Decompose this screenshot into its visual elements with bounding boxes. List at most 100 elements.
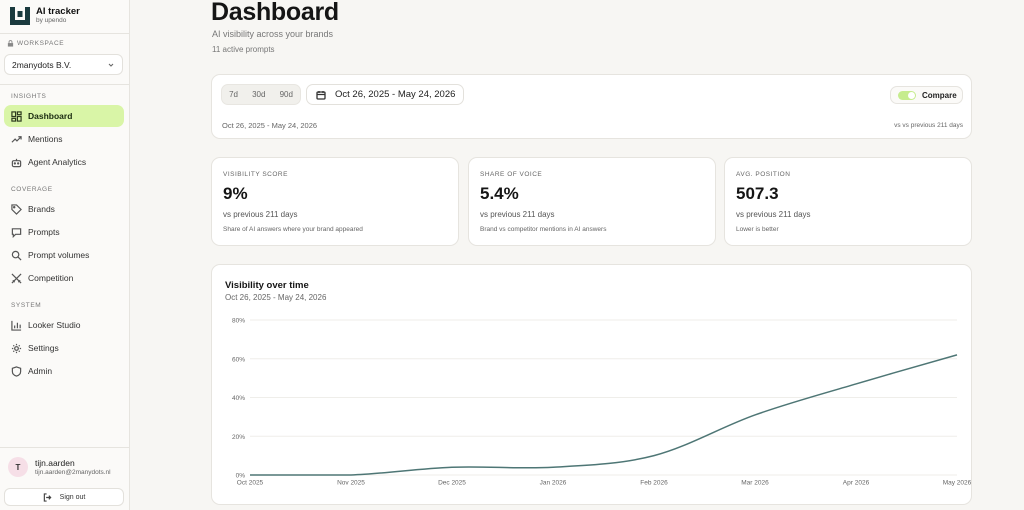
sidebar-item-label: Looker Studio: [28, 320, 81, 330]
sidebar-item-label: Prompts: [28, 227, 60, 237]
toggle-switch[interactable]: [898, 90, 916, 100]
x-tick-label: Feb 2026: [640, 480, 668, 487]
range-90d-button[interactable]: 90d: [279, 90, 293, 99]
bot-icon: [11, 158, 22, 167]
x-tick-label: May 2026: [943, 480, 971, 487]
kpi-label: VISIBILITY SCORE: [223, 171, 288, 178]
compare-toggle[interactable]: Compare: [890, 86, 963, 104]
kpi-description: Share of AI answers where your brand app…: [223, 226, 363, 233]
sidebar: AI tracker by upendo WORKSPACE 2manydots…: [0, 0, 130, 510]
compare-label: Compare: [922, 90, 957, 100]
compare-period-text: vs vs previous 211 days: [894, 122, 963, 129]
workspace-selected: 2manydots B.V.: [12, 59, 72, 70]
kpi-card-visibility: VISIBILITY SCORE 9% vs previous 211 days…: [211, 157, 459, 246]
user-email: tijn.aarden@2manydots.nl: [35, 468, 111, 476]
page-title: Dashboard: [211, 0, 339, 26]
visibility-line-chart: 0% 20% 40% 60% 80% Oct 2025 Nov 2025 Dec 2025 Ja…: [232, 318, 971, 487]
kpi-label: AVG. POSITION: [736, 171, 791, 178]
kpi-card-share-of-voice: SHARE OF VOICE 5.4% vs previous 211 days…: [468, 157, 716, 246]
chart-subtitle: Oct 26, 2025 - May 24, 2026: [225, 293, 327, 302]
chevron-down-icon: [108, 63, 114, 67]
workspace-label: WORKSPACE: [7, 40, 64, 47]
kpi-compare: vs previous 211 days: [223, 210, 298, 219]
divider: [0, 33, 130, 34]
divider: [0, 447, 130, 448]
trend-icon: [11, 135, 22, 143]
y-tick-label: 80%: [232, 318, 245, 325]
sidebar-item-agent-analytics[interactable]: Agent Analytics: [4, 151, 124, 173]
kpi-label: SHARE OF VOICE: [480, 171, 543, 178]
range-7d-button[interactable]: 7d: [229, 90, 238, 99]
sidebar-item-settings[interactable]: Settings: [4, 337, 124, 359]
sidebar-item-competition[interactable]: Competition: [4, 267, 124, 289]
kpi-card-avg-position: AVG. POSITION 507.3 vs previous 211 days…: [724, 157, 972, 246]
kpi-value: 9%: [223, 184, 248, 203]
kpi-compare: vs previous 211 days: [480, 210, 555, 219]
x-tick-label: Oct 2025: [237, 480, 264, 487]
logo-icon: [10, 6, 30, 25]
sidebar-item-prompts[interactable]: Prompts: [4, 221, 124, 243]
kpi-value: 5.4%: [480, 184, 519, 203]
y-tick-label: 20%: [232, 434, 245, 441]
y-tick-label: 60%: [232, 356, 245, 363]
kpi-description: Brand vs competitor mentions in AI answe…: [480, 226, 607, 233]
sidebar-item-mentions[interactable]: Mentions: [4, 128, 124, 150]
sidebar-item-label: Mentions: [28, 134, 63, 144]
x-tick-label: Apr 2026: [843, 480, 870, 487]
chart-title: Visibility over time: [225, 280, 309, 291]
page-subtitle: AI visibility across your brands: [212, 29, 334, 39]
date-range-label: Oct 26, 2025 - May 24, 2026: [335, 89, 456, 100]
chat-icon: [11, 227, 22, 238]
sidebar-item-admin[interactable]: Admin: [4, 360, 124, 382]
series-line: [249, 354, 958, 476]
range-text: Oct 26, 2025 - May 24, 2026: [222, 121, 318, 130]
bar-chart-icon: [11, 320, 22, 331]
sidebar-item-label: Brands: [28, 204, 55, 214]
y-tick-label: 0%: [236, 473, 246, 480]
sidebar-item-brands[interactable]: Brands: [4, 198, 124, 220]
sidebar-item-dashboard[interactable]: Dashboard: [4, 105, 124, 127]
workspace-label-text: WORKSPACE: [17, 40, 65, 47]
x-tick-label: Jan 2026: [540, 480, 567, 487]
lock-icon: [7, 40, 14, 47]
x-tick-label: Mar 2026: [741, 480, 769, 487]
swords-icon: [11, 272, 22, 284]
brand-title: AI tracker: [36, 6, 80, 17]
sign-out-label: Sign out: [59, 493, 86, 501]
active-prompts-count: 11 active prompts: [212, 45, 275, 54]
divider: [0, 84, 130, 85]
sign-out-icon: [43, 492, 52, 502]
sign-out-button[interactable]: Sign out: [4, 488, 124, 506]
section-system: SYSTEM: [11, 302, 42, 309]
sidebar-item-label: Prompt volumes: [28, 250, 90, 260]
range-30d-button[interactable]: 30d: [252, 90, 266, 99]
search-icon: [11, 250, 22, 261]
calendar-icon: [316, 90, 326, 100]
chart-card: Visibility over time Oct 26, 2025 - May …: [211, 264, 972, 505]
user-name: tijn.aarden: [35, 457, 75, 468]
tag-icon: [11, 203, 22, 215]
sidebar-item-label: Admin: [28, 366, 53, 376]
sidebar-item-label: Competition: [28, 273, 74, 283]
sidebar-item-label: Agent Analytics: [28, 157, 87, 167]
section-coverage: COVERAGE: [11, 186, 53, 193]
date-range-picker[interactable]: Oct 26, 2025 - May 24, 2026: [306, 84, 464, 105]
kpi-value: 507.3: [736, 184, 779, 203]
range-toggle-group: 7d 30d 90d: [221, 84, 301, 105]
kpi-compare: vs previous 211 days: [736, 210, 811, 219]
user-profile[interactable]: T tijn.aarden tijn.aarden@2manydots.nl: [8, 457, 111, 477]
brand[interactable]: AI tracker by upendo: [10, 6, 80, 25]
y-tick-label: 40%: [232, 395, 245, 402]
kpi-description: Lower is better: [736, 226, 779, 233]
shield-icon: [11, 365, 22, 377]
sidebar-item-label: Settings: [28, 343, 59, 353]
sidebar-item-prompt-volumes[interactable]: Prompt volumes: [4, 244, 124, 266]
brand-subtitle: by upendo: [36, 17, 67, 24]
avatar: T: [8, 457, 28, 477]
dashboard-icon: [11, 110, 22, 122]
x-tick-label: Dec 2025: [438, 480, 466, 487]
sidebar-item-looker-studio[interactable]: Looker Studio: [4, 314, 124, 336]
sidebar-item-label: Dashboard: [28, 111, 73, 121]
gear-icon: [11, 343, 22, 353]
workspace-select[interactable]: 2manydots B.V.: [4, 54, 123, 75]
